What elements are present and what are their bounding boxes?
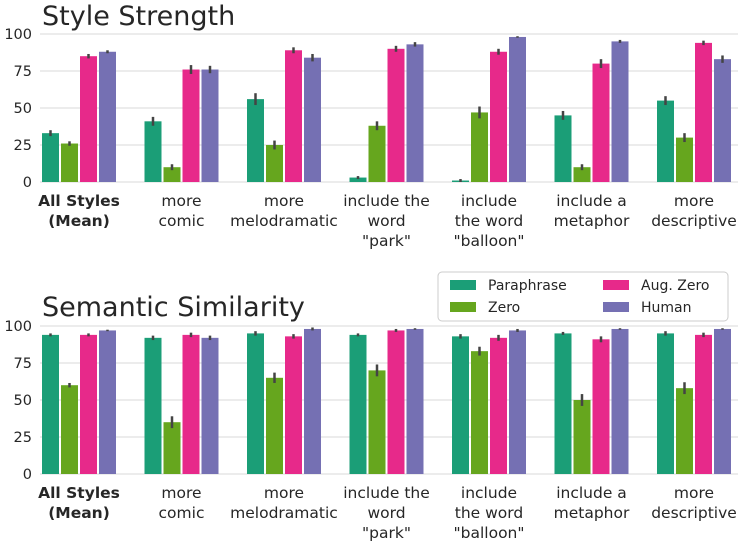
- x-tick-label: more melodramatic: [230, 192, 338, 230]
- bar-zero: [471, 351, 488, 474]
- bar-human: [509, 36, 526, 183]
- bar-paraphrase: [657, 333, 674, 474]
- legend-swatch: [603, 280, 629, 290]
- bar-zero: [266, 145, 283, 182]
- bar-human: [304, 328, 321, 474]
- bar-aug-zero: [592, 63, 610, 182]
- bar-paraphrase: [144, 121, 162, 182]
- legend-label: Zero: [488, 300, 520, 316]
- bar-human: [201, 337, 219, 474]
- x-tick-label: include a metaphor: [554, 192, 630, 230]
- y-tick-label: 25: [14, 430, 32, 446]
- bar-zero: [61, 143, 78, 182]
- legend: Paraphrase Zero Aug. Zero Human: [437, 271, 729, 322]
- bar-human: [611, 328, 629, 474]
- bar-aug-zero: [387, 330, 405, 474]
- bar-zero: [676, 137, 693, 182]
- y-tick-label: 25: [14, 138, 32, 154]
- x-tick-label: more melodramatic: [230, 484, 338, 522]
- x-tick-label: more descriptive: [651, 484, 737, 522]
- bar-human: [406, 44, 424, 182]
- bar-paraphrase: [452, 336, 469, 474]
- y-tick-label: 75: [14, 356, 32, 372]
- y-tick-label: 0: [23, 175, 32, 191]
- bar-aug-zero: [490, 337, 507, 474]
- bar-zero: [573, 167, 591, 182]
- bar-paraphrase: [554, 115, 572, 182]
- bar-aug-zero: [182, 334, 200, 474]
- bar-aug-zero: [592, 339, 610, 474]
- legend-frame: [437, 271, 729, 322]
- bar-paraphrase: [349, 177, 367, 182]
- bar-human: [714, 328, 731, 474]
- chart-2: Semantic Similarity 0 25 50 75 100 All Styles(…: [4, 271, 738, 542]
- bar-aug-zero: [285, 50, 302, 182]
- bar-zero: [163, 167, 181, 182]
- x-tick-label: All Styles (Mean): [38, 484, 120, 522]
- bar-zero: [676, 388, 693, 474]
- x-tick-label: include a metaphor: [554, 484, 630, 522]
- bar-human: [201, 69, 219, 182]
- y-tick-label: 75: [14, 64, 32, 80]
- bar-zero: [61, 385, 78, 474]
- bar-zero: [266, 377, 283, 474]
- bar-human: [406, 328, 424, 474]
- x-tick-label: include the word "park": [343, 484, 430, 542]
- y-tick-label: 50: [14, 393, 32, 409]
- bar-aug-zero: [285, 336, 302, 474]
- bar-zero: [368, 125, 386, 182]
- bar-paraphrase: [42, 133, 59, 182]
- bar-aug-zero: [80, 56, 97, 183]
- chart-1: Style Strength 0 25 50 75 100 All Styles (Mean)…: [4, 1, 738, 250]
- bar-paraphrase: [554, 333, 572, 474]
- bar-zero: [573, 400, 591, 474]
- bar-aug-zero: [490, 51, 507, 183]
- bar-aug-zero: [182, 69, 200, 182]
- x-tick-label: include the word "balloon": [454, 192, 525, 250]
- legend-label: Paraphrase: [488, 278, 567, 294]
- bar-human: [99, 330, 116, 474]
- legend-label: Aug. Zero: [641, 278, 709, 294]
- legend-label: Human: [641, 300, 692, 316]
- bar-zero: [471, 112, 488, 182]
- chart-title: Semantic Similarity: [42, 292, 305, 323]
- y-tick-label: 50: [14, 101, 32, 117]
- x-tick-label: include the word "balloon": [454, 484, 525, 542]
- bar-human: [611, 41, 629, 183]
- bar-aug-zero: [80, 334, 97, 474]
- x-tick-label: include the word "park": [343, 192, 430, 250]
- bar-paraphrase: [247, 333, 264, 474]
- bar-zero: [163, 422, 181, 474]
- bar-paraphrase: [42, 334, 59, 474]
- bar-human: [99, 51, 116, 183]
- y-tick-label: 0: [23, 467, 32, 483]
- y-tick-label: 100: [4, 27, 32, 43]
- bar-paraphrase: [349, 334, 367, 474]
- bar-human: [509, 330, 526, 474]
- legend-swatch: [450, 302, 476, 312]
- y-tick-label: 100: [4, 319, 32, 335]
- legend-swatch: [603, 302, 629, 312]
- bar-zero: [368, 370, 386, 474]
- x-tick-label: more descriptive: [651, 192, 737, 230]
- bar-human: [714, 59, 731, 182]
- bar-paraphrase: [144, 337, 162, 474]
- chart-title: Style Strength: [42, 1, 235, 32]
- bar-paraphrase: [657, 100, 674, 182]
- x-tick-label: All Styles (Mean): [38, 192, 120, 230]
- x-tick-label: more comic: [159, 192, 205, 230]
- bar-aug-zero: [695, 42, 712, 182]
- bar-aug-zero: [387, 48, 405, 182]
- bar-paraphrase: [247, 99, 264, 182]
- x-tick-label: more comic: [159, 484, 205, 522]
- bar-aug-zero: [695, 334, 712, 474]
- legend-swatch: [450, 280, 476, 290]
- bar-human: [304, 57, 321, 182]
